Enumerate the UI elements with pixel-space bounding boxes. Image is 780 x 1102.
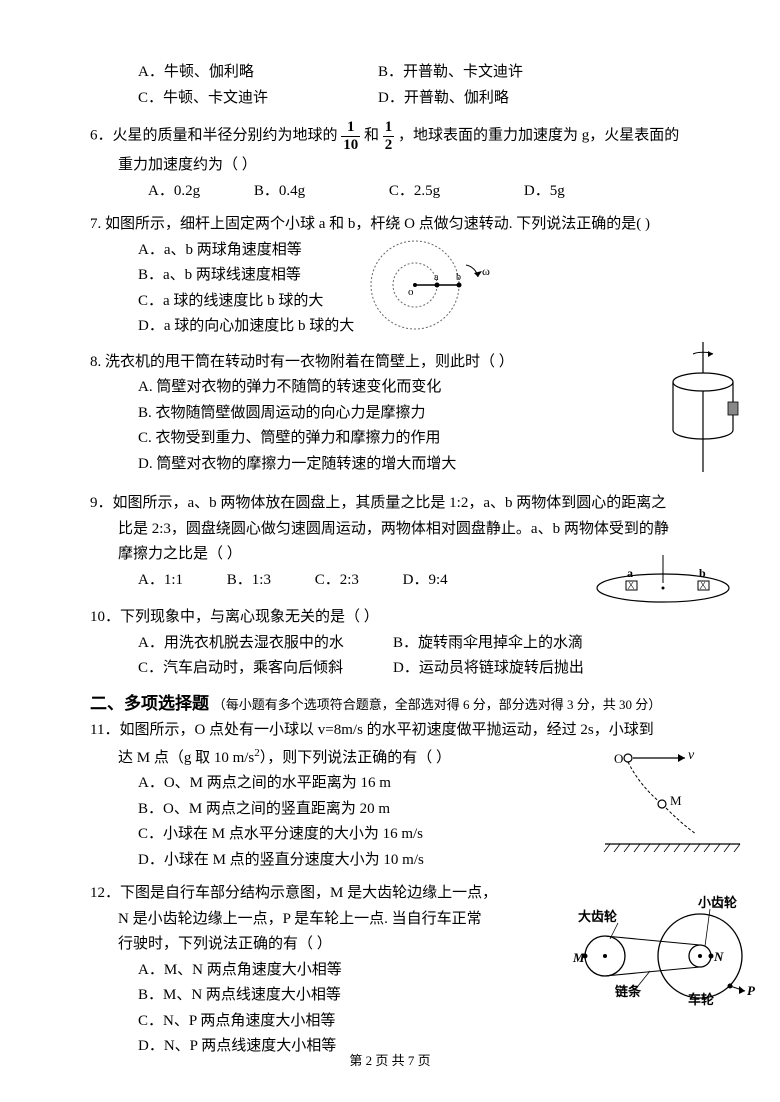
q11-stem1: 11．如图所示，O 点处有一小球以 v=8m/s 的水平初速度做平抛运动，经过 …: [90, 718, 700, 744]
question-9: 9．如图所示，a、b 两物体放在圆盘上，其质量之比是 1:2，a、b 两物体到圆…: [90, 491, 700, 593]
figure-q8-cylinder: [655, 342, 750, 477]
question-7: 7. 如图所示，细杆上固定两个小球 a 和 b，杆绕 O 点做匀速转动. 下列说…: [90, 212, 700, 340]
q9-stem2: 比是 2:3，圆盘绕圆心做匀速圆周运动，两物体相对圆盘静止。a、b 两物体受到的…: [90, 517, 700, 543]
svg-text:链条: 链条: [614, 984, 642, 999]
svg-text:O: O: [614, 751, 623, 766]
svg-text:a: a: [434, 272, 439, 283]
opt-12c: C．N、P 两点角速度大小相等: [90, 1009, 700, 1035]
svg-text:o: o: [408, 286, 414, 298]
svg-text:M: M: [670, 793, 682, 808]
opt-8d: D. 筒壁对衣物的摩擦力一定随转速的增大而增大: [90, 452, 700, 478]
opt-6d: D．5g: [524, 183, 565, 199]
opt-6a: A．0.2g: [148, 183, 200, 199]
opt-10c: C．汽车启动时，乘客向后倾斜: [138, 656, 393, 682]
opt-10d: D．运动员将链球旋转后抛出: [393, 656, 584, 682]
opt-5a: A．牛顿、伽利略: [138, 60, 328, 86]
question-6: 6．火星的质量和半径分别约为地球的 110 和 12 ，地球表面的重力加速度为 …: [90, 119, 700, 204]
svg-text:b: b: [699, 566, 706, 580]
opt-5d: D．开普勒、伽利略: [378, 86, 509, 112]
opt-6c: C．2.5g: [389, 183, 440, 199]
opt-6b: B．0.4g: [254, 183, 305, 199]
q8-stem: 8. 洗衣机的甩干筒在转动时有一衣物附着在筒壁上，则此时（ ）: [90, 350, 700, 376]
opt-9d: D．9:4: [403, 572, 448, 588]
question-5-options: A．牛顿、伽利略 B．开普勒、卡文迪许 C．牛顿、卡文迪许 D．开普勒、伽利略: [90, 60, 700, 111]
q9-stem1: 9．如图所示，a、b 两物体放在圆盘上，其质量之比是 1:2，a、b 两物体到圆…: [90, 491, 700, 517]
opt-5c: C．牛顿、卡文迪许: [138, 86, 328, 112]
figure-q7-rotation: o a b ω: [350, 237, 500, 332]
q6-stem-b: 和: [364, 127, 379, 143]
opt-9b: B．1:3: [227, 572, 271, 588]
opt-5b: B．开普勒、卡文迪许: [378, 60, 523, 86]
svg-text:b: b: [456, 272, 461, 283]
q11-stem2a: 达 M 点（g 取 10 m/s: [118, 750, 254, 766]
opt-10a: A．用洗衣机脱去湿衣服中的水: [138, 631, 393, 657]
svg-text:P: P: [747, 983, 755, 998]
frac-1-2: 12: [383, 119, 395, 153]
section-2-note: （每小题有多个选项符合题意，全部选对得 6 分，部分选对得 3 分，共 30 分…: [213, 697, 662, 712]
opt-10b: B．旋转雨伞甩掉伞上的水滴: [393, 631, 583, 657]
q11-stem2b: ），则下列说法正确的有（ ）: [260, 750, 451, 766]
svg-text:N: N: [713, 949, 724, 964]
page-footer: 第 2 页 共 7 页: [0, 1050, 780, 1072]
figure-q11-projectile: O v M: [600, 746, 745, 861]
q7-stem: 7. 如图所示，细杆上固定两个小球 a 和 b，杆绕 O 点做匀速转动. 下列说…: [90, 212, 700, 238]
svg-text:M: M: [572, 950, 585, 965]
question-8: 8. 洗衣机的甩干筒在转动时有一衣物附着在筒壁上，则此时（ ） A. 筒壁对衣物…: [90, 350, 700, 478]
section-2-title: 二、多项选择题: [90, 694, 209, 713]
frac-1-10: 110: [341, 119, 360, 153]
figure-q9-disc: a b: [585, 553, 740, 608]
svg-text:a: a: [627, 566, 633, 580]
opt-8c: C. 衣物受到重力、筒壁的弹力和摩擦力的作用: [90, 426, 700, 452]
svg-text:v: v: [688, 748, 695, 763]
opt-8a: A. 筒壁对衣物的弹力不随筒的转速变化而变化: [90, 375, 700, 401]
figure-q12-bike: M N P 大齿轮 小齿轮 链条 车轮: [560, 891, 755, 1006]
question-10: 10．下列现象中，与离心现象无关的是（ ） A．用洗衣机脱去湿衣服中的水 B．旋…: [90, 605, 700, 682]
question-11: 11．如图所示，O 点处有一小球以 v=8m/s 的水平初速度做平抛运动，经过 …: [90, 718, 700, 873]
q6-stem-a: 6．火星的质量和半径分别约为地球的: [90, 127, 338, 143]
section-2-header: 二、多项选择题 （每小题有多个选项符合题意，全部选对得 6 分，部分选对得 3 …: [90, 690, 700, 719]
opt-9a: A．1:1: [138, 572, 183, 588]
q6-stem-c: ，地球表面的重力加速度为 g，火星表面的: [398, 127, 679, 143]
svg-text:小齿轮: 小齿轮: [698, 895, 737, 910]
q10-stem: 10．下列现象中，与离心现象无关的是（ ）: [90, 605, 700, 631]
svg-text:ω: ω: [482, 264, 490, 278]
svg-text:大齿轮: 大齿轮: [578, 909, 617, 924]
question-12: 12．下图是自行车部分结构示意图，M 是大齿轮边缘上一点， N 是小齿轮边缘上一…: [90, 881, 700, 1060]
q6-stem-d: 重力加速度约为（ ）: [90, 153, 700, 179]
svg-text:车轮: 车轮: [688, 992, 714, 1006]
opt-9c: C．2:3: [315, 572, 359, 588]
opt-8b: B. 衣物随筒壁做圆周运动的向心力是摩擦力: [90, 401, 700, 427]
